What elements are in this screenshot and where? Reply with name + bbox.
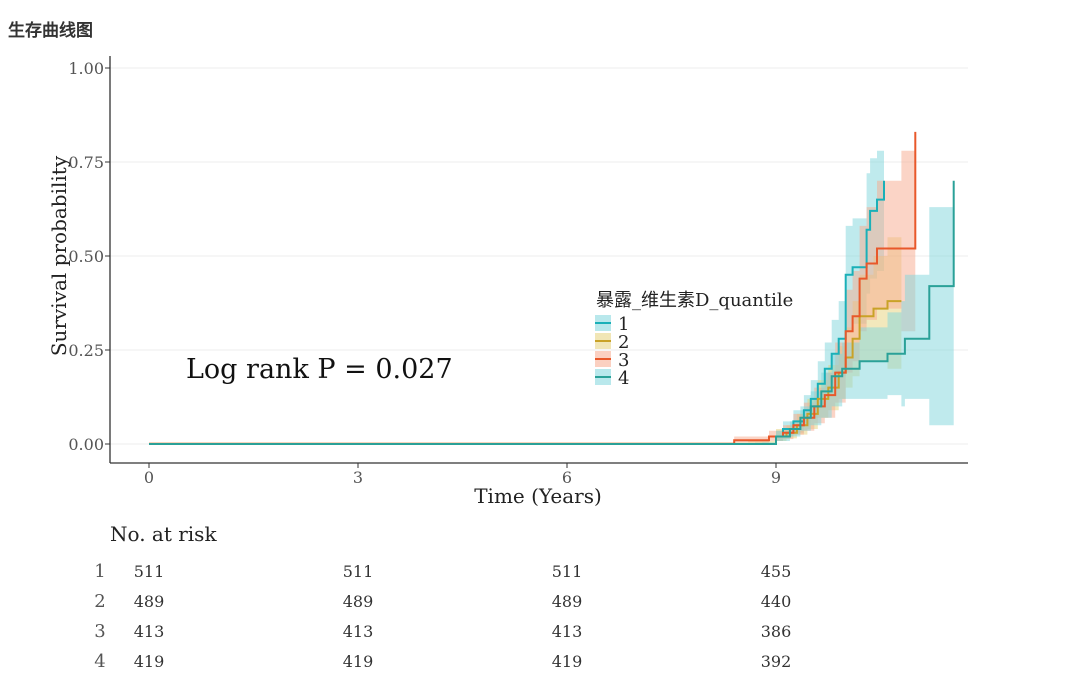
y-tick-label-1: 0.25 [68,341,104,360]
risk-value-3-9: 386 [761,622,792,641]
risk-value-4-0: 419 [134,652,165,671]
risk-strata-label-3: 3 [94,621,105,642]
risk-value-3-3: 413 [343,622,374,641]
risk-value-2-3: 489 [343,592,374,611]
risk-value-1-6: 511 [552,562,583,581]
x-tick-label-3: 9 [771,468,781,487]
survival-line-4 [149,180,955,445]
risk-value-2-6: 489 [552,592,583,611]
risk-value-1-9: 455 [761,562,792,581]
risk-table: No. at risk 1 511 511 511 455 2 489 489 489 440 3 4… [94,522,791,672]
legend-label-1: 1 [618,314,629,335]
survival-line-2 [149,300,902,445]
legend-label-4: 4 [618,368,629,389]
risk-strata-label-2: 2 [94,591,105,612]
risk-value-1-3: 511 [343,562,374,581]
survival-curves [149,131,955,445]
x-tick-label-2: 6 [562,468,572,487]
y-tick-label-4: 1.00 [68,59,104,78]
risk-value-4-6: 419 [552,652,583,671]
x-axis-title: Time (Years) [474,484,602,508]
legend-label-3: 3 [618,350,629,371]
risk-strata-label-1: 1 [94,561,105,582]
panel-title: 生存曲线图 [8,21,93,41]
confidence-band-4 [149,128,954,444]
y-tick-label-2: 0.50 [68,247,104,266]
x-tick-label-0: 0 [144,468,154,487]
y-tick-label-3: 0.75 [68,153,104,172]
axes [105,56,968,468]
confidence-band-2 [149,218,902,444]
risk-value-4-3: 419 [343,652,374,671]
log-rank-annotation: Log rank P = 0.027 [186,354,453,385]
y-axis-title: Survival probability [47,155,71,356]
confidence-band-3 [149,113,916,444]
legend-label-2: 2 [618,332,629,353]
y-tick-label-0: 0.00 [68,435,104,454]
legend-title: 暴露_维生素D_quantile [596,290,793,311]
risk-value-3-6: 413 [552,622,583,641]
risk-value-4-9: 392 [761,652,792,671]
risk-table-title: No. at risk [110,522,217,546]
x-tick-label-1: 3 [353,468,363,487]
tick-labels: 0.00 0.25 0.50 0.75 1.00 0 3 6 9 [68,59,781,487]
survival-line-3 [149,131,917,445]
risk-value-1-0: 511 [134,562,165,581]
risk-value-2-9: 440 [761,592,792,611]
risk-value-2-0: 489 [134,592,165,611]
survival-line-1 [149,180,885,445]
risk-value-3-0: 413 [134,622,165,641]
risk-strata-label-4: 4 [94,651,105,672]
